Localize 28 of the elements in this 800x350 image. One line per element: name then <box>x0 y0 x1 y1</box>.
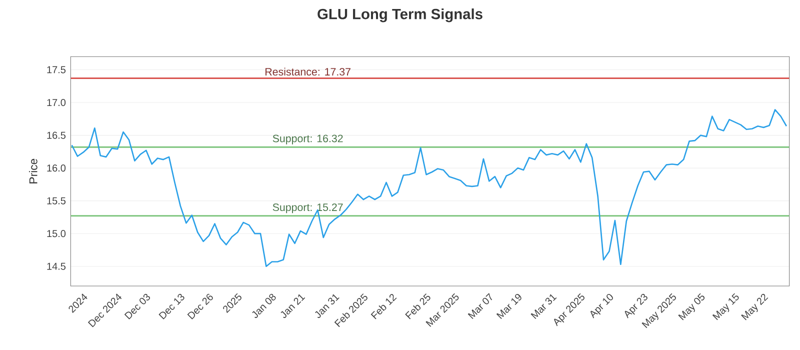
chart-title: GLU Long Term Signals <box>318 8 482 22</box>
x-tick-label: Dec 26 <box>187 294 213 320</box>
y-tick-label: 14.5 <box>47 262 66 270</box>
y-tick-label: 17.5 <box>47 66 66 74</box>
x-tick-label: Mar 07 <box>468 293 492 320</box>
x-tick-label: Feb 25 <box>405 293 430 320</box>
y-tick-label: 15.5 <box>47 197 66 204</box>
x-tick-label: Apr 23 <box>624 294 648 318</box>
y-tick-label: 15.0 <box>47 230 66 238</box>
x-tick-label: Dec 13 <box>158 294 184 320</box>
x-tick-label: May 15 <box>712 293 739 320</box>
ref-line-label: Resistance: 17.37 <box>266 68 350 76</box>
y-tick-label: 16.0 <box>47 164 66 172</box>
x-tick-label: Mar 19 <box>496 294 522 320</box>
x-tick-label: Apr 10 <box>590 294 613 318</box>
ref-line-label: Support: 15.27 <box>272 204 343 214</box>
x-tick-label: Jan 31 <box>315 294 340 318</box>
x-tick-label: Jan 08 <box>252 294 276 318</box>
x-tick-label: Jan 21 <box>280 294 306 318</box>
x-tick-label: Dec 03 <box>124 294 150 320</box>
ref-line-label: Support: 16.32 <box>272 134 343 144</box>
y-tick-label: 16.5 <box>47 132 66 139</box>
y-tick-label: 17.0 <box>47 98 66 106</box>
x-tick-label: Mar 31 <box>530 294 557 320</box>
x-tick-label: Feb 12 <box>370 294 397 320</box>
line-series <box>71 109 788 268</box>
x-tick-label: May 05 <box>678 293 705 320</box>
y-axis-title: Price <box>29 158 38 184</box>
